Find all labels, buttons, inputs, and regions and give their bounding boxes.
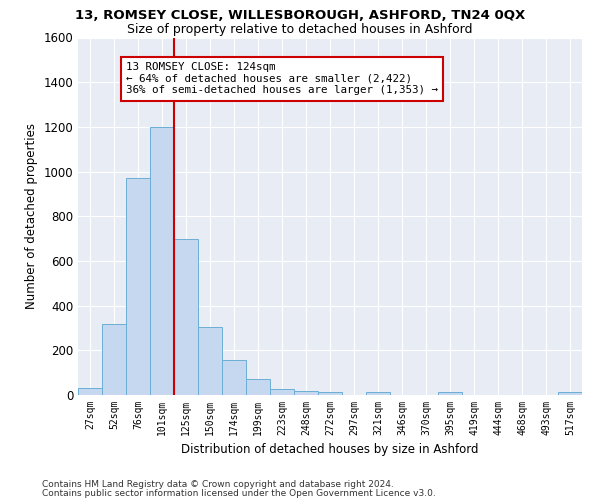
Text: Size of property relative to detached houses in Ashford: Size of property relative to detached ho… xyxy=(127,22,473,36)
Text: Contains public sector information licensed under the Open Government Licence v3: Contains public sector information licen… xyxy=(42,489,436,498)
Bar xyxy=(126,178,150,395)
Bar xyxy=(318,392,342,395)
Bar xyxy=(366,392,390,395)
Bar xyxy=(150,127,174,395)
Bar xyxy=(246,380,270,395)
Bar xyxy=(78,388,102,395)
Y-axis label: Number of detached properties: Number of detached properties xyxy=(25,123,38,309)
Bar xyxy=(294,390,318,395)
Bar xyxy=(558,392,582,395)
Text: 13 ROMSEY CLOSE: 124sqm
← 64% of detached houses are smaller (2,422)
36% of semi: 13 ROMSEY CLOSE: 124sqm ← 64% of detache… xyxy=(126,62,438,96)
Bar xyxy=(222,360,246,395)
X-axis label: Distribution of detached houses by size in Ashford: Distribution of detached houses by size … xyxy=(181,444,479,456)
Bar xyxy=(174,238,198,395)
Text: Contains HM Land Registry data © Crown copyright and database right 2024.: Contains HM Land Registry data © Crown c… xyxy=(42,480,394,489)
Bar xyxy=(438,392,462,395)
Text: 13, ROMSEY CLOSE, WILLESBOROUGH, ASHFORD, TN24 0QX: 13, ROMSEY CLOSE, WILLESBOROUGH, ASHFORD… xyxy=(75,9,525,22)
Bar xyxy=(198,327,222,395)
Bar xyxy=(102,324,126,395)
Bar xyxy=(270,388,294,395)
